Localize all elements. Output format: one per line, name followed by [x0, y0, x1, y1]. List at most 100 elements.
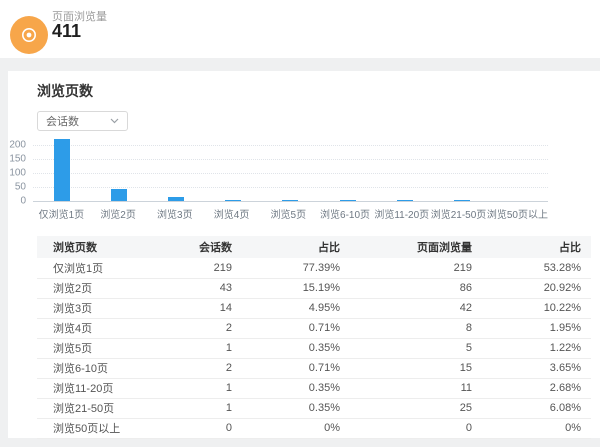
- gridline: [33, 187, 548, 188]
- chart-band: [33, 139, 90, 201]
- table-cell: 86: [350, 278, 482, 299]
- table-cell: 3.65%: [482, 358, 591, 379]
- table-row: 浏览11-20页 1 0.35% 11 2.68%: [37, 378, 591, 399]
- table-header-cell: 页面浏览量: [350, 236, 482, 258]
- table-cell: 浏览50页以上: [37, 418, 167, 439]
- metric-select-value: 会话数: [46, 116, 79, 128]
- chart-bars: [33, 139, 548, 201]
- table-cell: 15.19%: [242, 278, 350, 299]
- table-cell: 0%: [242, 418, 350, 439]
- table-cell: 2.68%: [482, 378, 591, 399]
- table-cell: 20.92%: [482, 278, 591, 299]
- table-cell: 4.95%: [242, 298, 350, 319]
- table-cell: 0.35%: [242, 378, 350, 399]
- table-cell: 浏览11-20页: [37, 378, 167, 399]
- chart-bar: [396, 200, 413, 201]
- table-cell: 浏览2页: [37, 278, 167, 299]
- table-header-cell: 浏览页数: [37, 236, 167, 258]
- table-cell: 0.71%: [242, 358, 350, 379]
- table-cell: 1: [167, 338, 242, 359]
- chart-bar: [110, 189, 127, 201]
- chart-y-tick: 50: [14, 181, 26, 193]
- table-cell: 1: [167, 398, 242, 419]
- table-cell: 浏览3页: [37, 298, 167, 319]
- table-cell: 5: [350, 338, 482, 359]
- chart-band: [90, 145, 147, 201]
- table-cell: 0.35%: [242, 398, 350, 419]
- table-cell: 2: [167, 318, 242, 339]
- table-cell: 浏览5页: [37, 338, 167, 359]
- gridline: [33, 145, 548, 146]
- table-row: 仅浏览1页 219 77.39% 219 53.28%: [37, 258, 591, 279]
- table-cell: 6.08%: [482, 398, 591, 419]
- table-cell: 77.39%: [242, 258, 350, 279]
- stat-label: 页面浏览量: [52, 11, 107, 23]
- table-row: 浏览5页 1 0.35% 5 1.22%: [37, 338, 591, 359]
- chart-bar: [168, 197, 185, 201]
- chart-band: [376, 145, 433, 201]
- metric-select[interactable]: 会话数: [37, 111, 128, 131]
- chart-y-tick: 200: [9, 139, 26, 151]
- table-cell: 浏览21-50页: [37, 398, 167, 419]
- chart-bar: [282, 200, 299, 201]
- chart-x-label: 仅浏览1页: [38, 210, 85, 221]
- section-title: 浏览页数: [37, 83, 93, 99]
- chart-band: [147, 145, 204, 201]
- table-cell: 0%: [482, 418, 591, 439]
- table-cell: 42: [350, 298, 482, 319]
- table-cell: 0: [350, 418, 482, 439]
- chart-y-tick: 100: [9, 167, 26, 179]
- table-cell: 14: [167, 298, 242, 319]
- chart-x-axis: 仅浏览1页 浏览2页 浏览3页 浏览4页 浏览5页 浏览6-10页 浏览11-20页 浏览21…: [33, 206, 548, 221]
- table-cell: 11: [350, 378, 482, 399]
- table-cell: 0.35%: [242, 338, 350, 359]
- table-row: 浏览6-10页 2 0.71% 15 3.65%: [37, 358, 591, 379]
- chart-band: [491, 145, 548, 201]
- pageview-stat-card: 页面浏览量 411: [0, 0, 600, 58]
- table-cell: 10.22%: [482, 298, 591, 319]
- table-cell: 2: [167, 358, 242, 379]
- sessions-bar-chart: 0 50 100 150 200 仅浏览1页 浏览2页 浏览3页 浏览4页 浏览5页 浏览6-10页…: [9, 139, 548, 221]
- gridline: [33, 159, 548, 160]
- table-cell: 1.22%: [482, 338, 591, 359]
- table-header-cell: 会话数: [167, 236, 242, 258]
- table-body: 仅浏览1页 219 77.39% 219 53.28% 浏览2页 43 15.19% 86 20.…: [37, 258, 591, 439]
- chart-band: [319, 145, 376, 201]
- table-cell: 219: [167, 258, 242, 279]
- table-cell: 8: [350, 318, 482, 339]
- table-row: 浏览2页 43 15.19% 86 20.92%: [37, 278, 591, 299]
- chart-x-label: 浏览6-10页: [320, 210, 371, 221]
- chart-x-label: 浏览5页: [270, 210, 307, 221]
- chevron-down-icon: [110, 118, 119, 124]
- stat-value: 411: [52, 21, 82, 41]
- table-cell: 浏览6-10页: [37, 358, 167, 379]
- table-row: 浏览21-50页 1 0.35% 25 6.08%: [37, 398, 591, 419]
- chart-band: [205, 145, 262, 201]
- table-cell: 53.28%: [482, 258, 591, 279]
- chart-bar: [339, 200, 356, 201]
- table-cell: 0.71%: [242, 318, 350, 339]
- table-cell: 0: [167, 418, 242, 439]
- table-cell: 219: [350, 258, 482, 279]
- chart-x-label: 浏览3页: [157, 210, 193, 221]
- table-cell: 43: [167, 278, 242, 299]
- chart-x-label: 浏览50页以上: [486, 210, 548, 221]
- chart-y-tick: 0: [20, 195, 26, 207]
- browse-depth-table: 浏览页数 会话数 占比 页面浏览量 占比 仅浏览1页 219 77.39% 219 53.28%…: [37, 236, 591, 439]
- table-header: 浏览页数 会话数 占比 页面浏览量 占比: [37, 236, 591, 258]
- chart-bar: [53, 139, 70, 201]
- chart-band: [262, 145, 319, 201]
- table-cell: 仅浏览1页: [37, 258, 167, 279]
- chart-band: [434, 145, 491, 201]
- chart-y-tick: 150: [9, 153, 26, 165]
- chart-bar: [225, 200, 242, 201]
- table-row: 浏览50页以上 0 0% 0 0%: [37, 418, 591, 439]
- table-cell: 1.95%: [482, 318, 591, 339]
- chart-x-label: 浏览11-20页: [374, 210, 430, 221]
- gridline: [33, 173, 548, 174]
- eye-icon: [10, 16, 48, 54]
- table-cell: 25: [350, 398, 482, 419]
- chart-x-label: 浏览2页: [100, 210, 136, 221]
- chart-x-label: 浏览4页: [213, 210, 250, 221]
